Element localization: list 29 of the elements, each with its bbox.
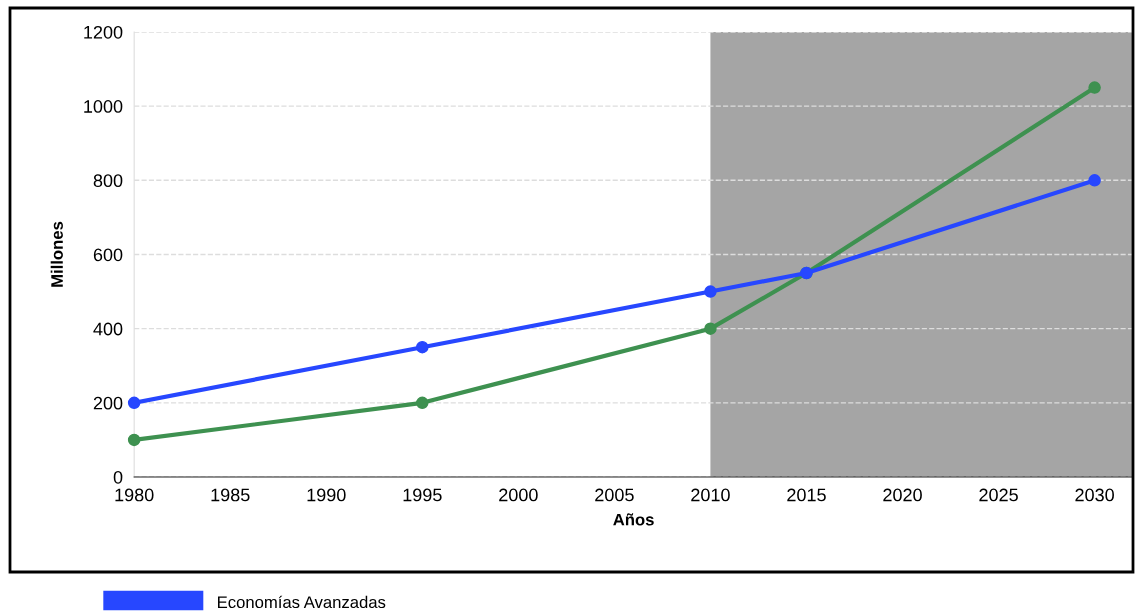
- x-tick-label: 1980: [115, 488, 154, 502]
- x-tick-label: 1985: [211, 488, 250, 502]
- x-tick-label: 2020: [883, 488, 922, 502]
- point: [416, 396, 429, 410]
- x-tick-label: 2000: [499, 488, 538, 502]
- point: [127, 433, 141, 447]
- text: Economías Avanzadas: [218, 595, 386, 609]
- x-tick-label: 2015: [787, 488, 826, 502]
- point: [1088, 174, 1101, 187]
- point: [704, 322, 717, 335]
- y-tick-label: 1200: [84, 25, 123, 39]
- x-tick-label: 2005: [595, 488, 634, 502]
- y-tick-label: 1000: [84, 100, 123, 113]
- point: [704, 285, 717, 298]
- y-tick-label: 400: [93, 322, 123, 336]
- x-tick-label: 2010: [691, 488, 730, 502]
- point: [1088, 81, 1101, 94]
- y-tick-label: 600: [93, 248, 123, 262]
- x-tick-label: 1995: [403, 488, 442, 502]
- x-tick-label: 1990: [307, 488, 346, 502]
- y-tick-label: 0: [113, 470, 123, 484]
- y-axis-title: Millones: [50, 221, 63, 287]
- point: [127, 396, 141, 410]
- y-tick-label: 800: [93, 174, 123, 188]
- x-axis-title: Años: [613, 513, 654, 526]
- y-tick-label: 200: [93, 396, 123, 410]
- x-tick-label: 2025: [979, 488, 1018, 502]
- x-tick-label: 2030: [1075, 488, 1114, 502]
- point: [416, 340, 429, 354]
